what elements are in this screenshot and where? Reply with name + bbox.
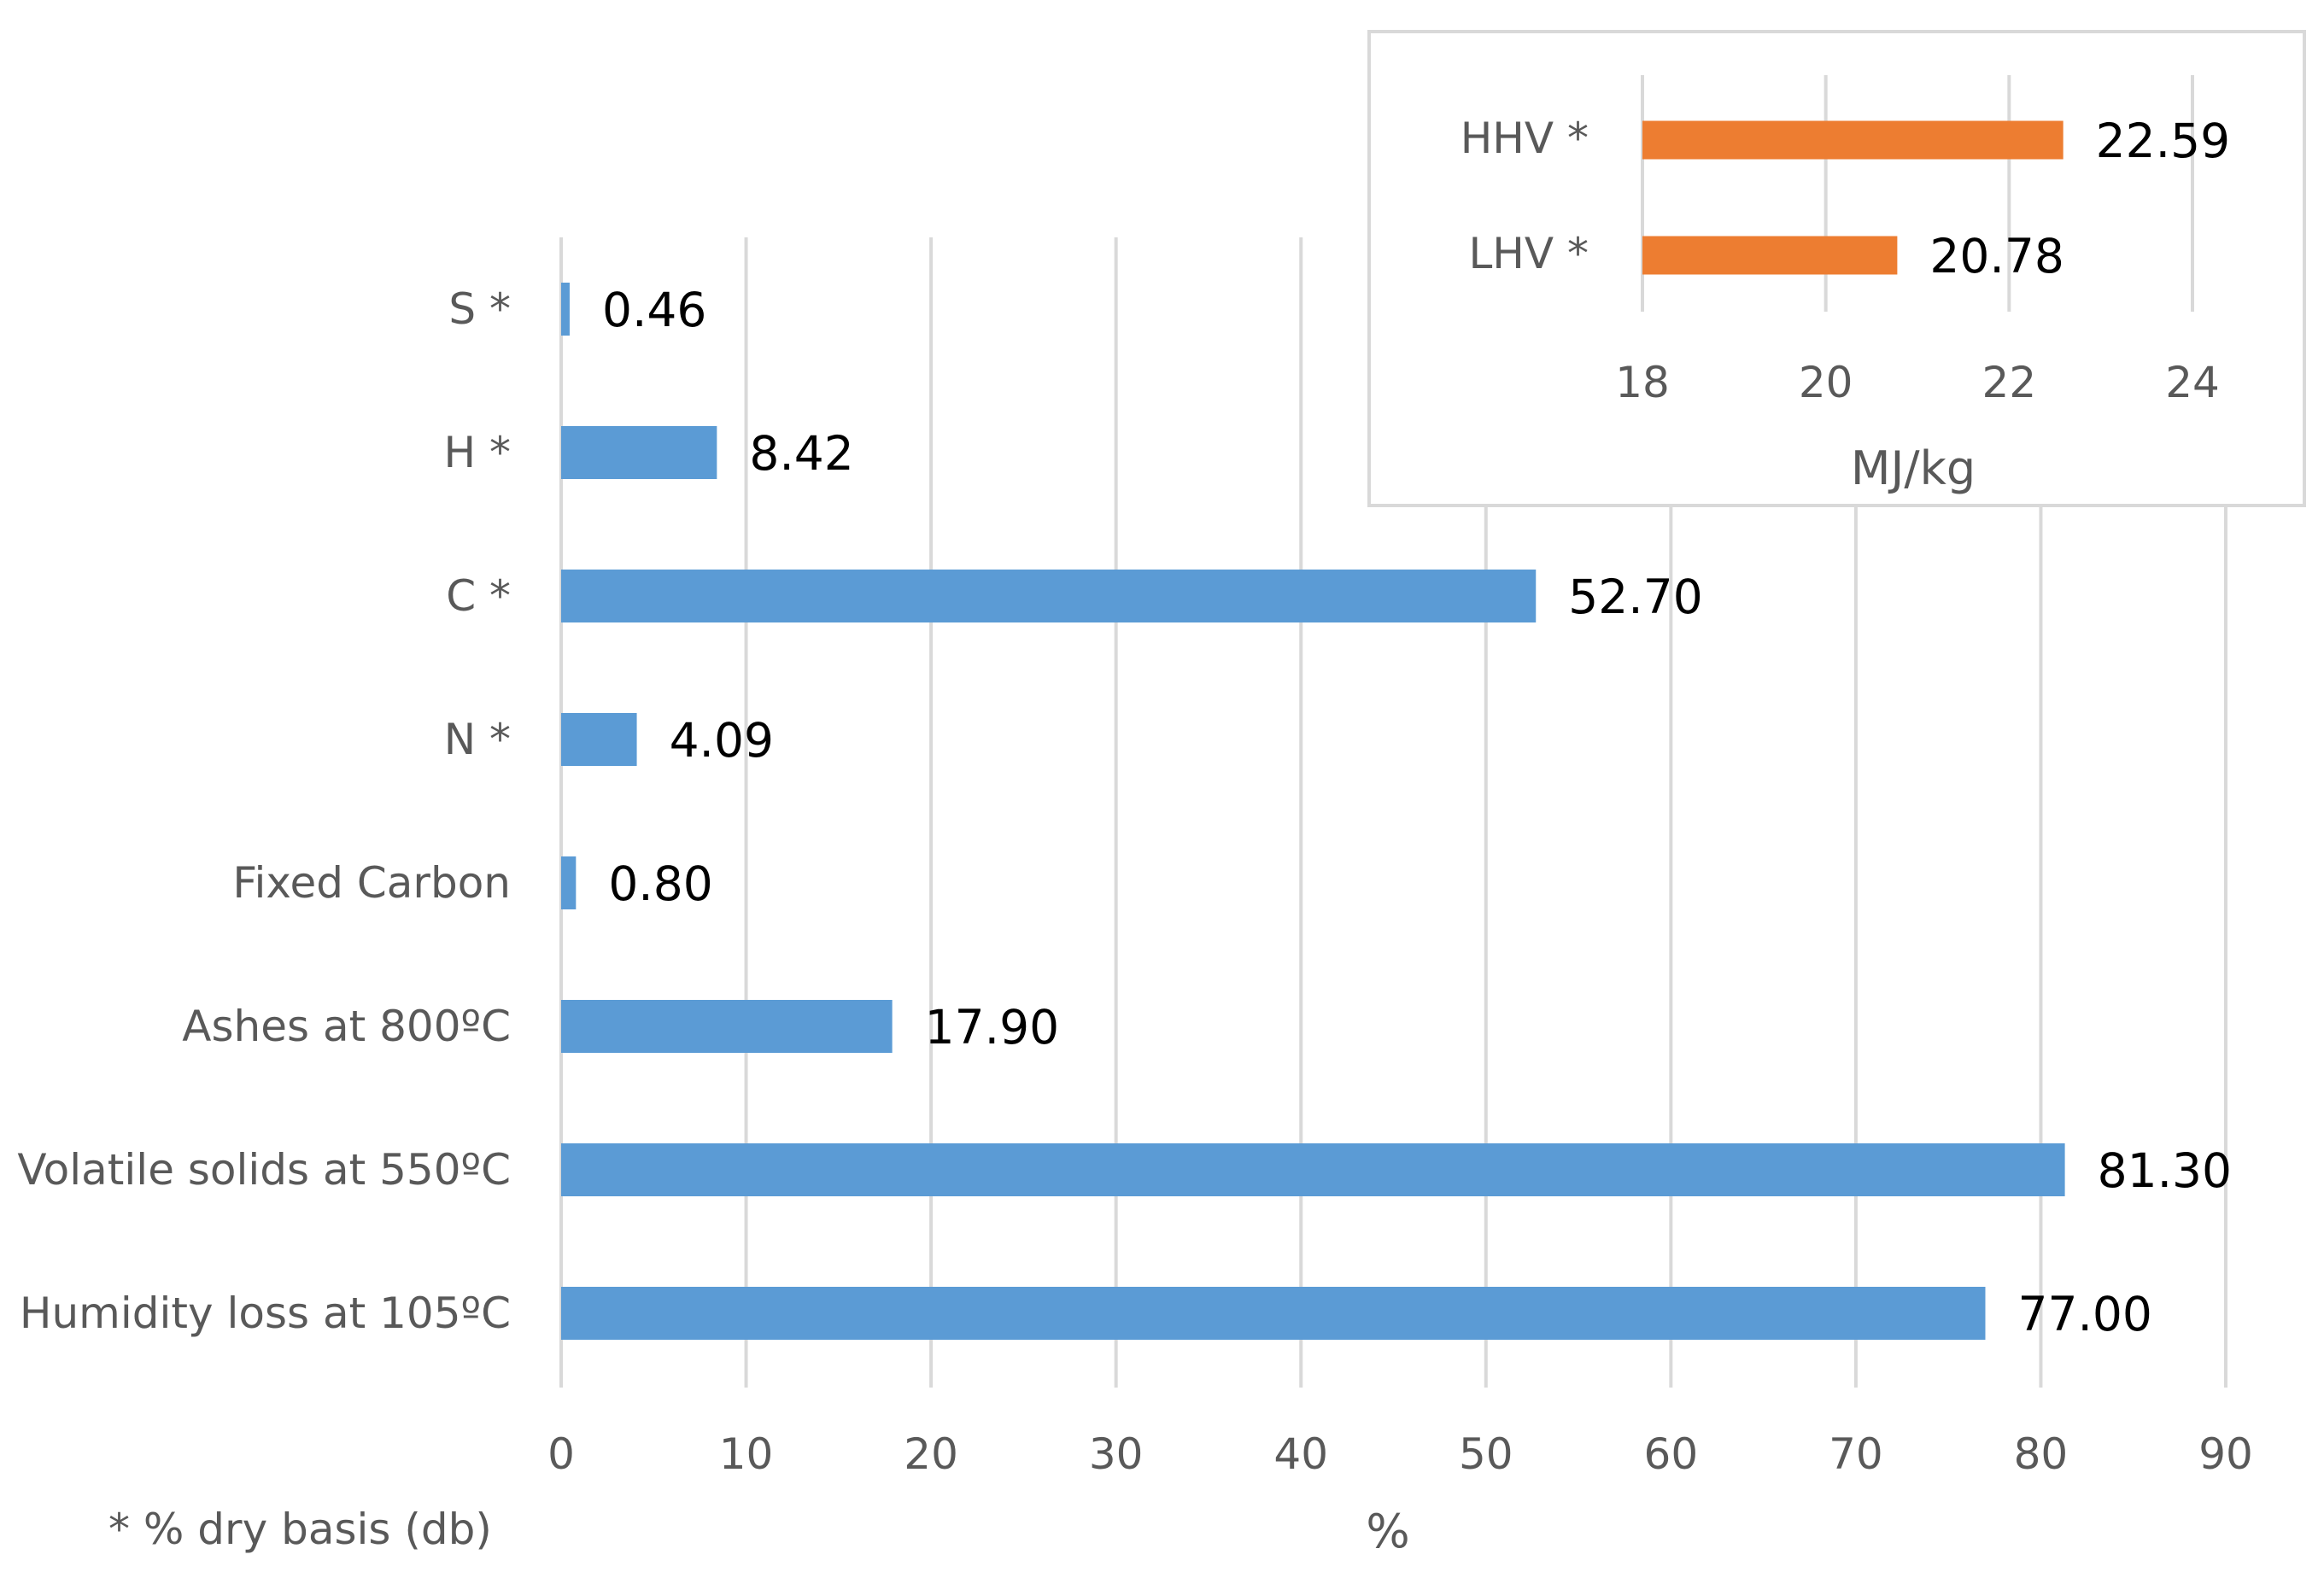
main-tick-label: 40 bbox=[1273, 1429, 1328, 1479]
main-tick-label: 80 bbox=[2014, 1429, 2069, 1479]
inset-bar-chart: HHV * LHV * 22.59 20.78 18 20 22 24 MJ/kg bbox=[1367, 30, 2306, 507]
main-category-label: H * bbox=[444, 428, 512, 477]
inset-data-labels: 22.59 20.78 bbox=[1929, 114, 2230, 283]
inset-tick-label: 22 bbox=[1982, 358, 2037, 407]
main-bar bbox=[561, 1000, 893, 1053]
main-tick-label: 60 bbox=[1644, 1429, 1699, 1479]
main-data-label: 52.70 bbox=[1568, 570, 1702, 624]
inset-category-label: HHV * bbox=[1461, 114, 1589, 163]
inset-tick-labels: 18 20 22 24 bbox=[1615, 358, 2220, 407]
inset-bar bbox=[1642, 236, 1898, 275]
inset-tick-label: 18 bbox=[1615, 358, 1670, 407]
main-tick-label: 90 bbox=[2198, 1429, 2253, 1479]
main-x-axis-title: % bbox=[1366, 1505, 1409, 1558]
inset-bar bbox=[1642, 120, 2064, 160]
inset-data-label: 22.59 bbox=[2096, 114, 2230, 168]
main-bars bbox=[561, 283, 2065, 1340]
main-tick-label: 10 bbox=[719, 1429, 774, 1479]
inset-bars bbox=[1642, 120, 2064, 275]
main-tick-label: 0 bbox=[547, 1429, 575, 1479]
main-tick-label: 20 bbox=[904, 1429, 958, 1479]
main-data-label: 17.90 bbox=[925, 1000, 1059, 1055]
main-data-labels: 0.46 8.42 52.70 4.09 0.80 17.90 81.30 77.00 bbox=[602, 283, 2232, 1341]
inset-tick-label: 24 bbox=[2165, 358, 2220, 407]
main-tick-label: 30 bbox=[1089, 1429, 1144, 1479]
main-category-label: C * bbox=[446, 571, 511, 621]
main-bar bbox=[561, 1143, 2065, 1196]
main-data-label: 8.42 bbox=[749, 426, 853, 481]
main-category-label: Fixed Carbon bbox=[232, 858, 511, 908]
main-data-label: 77.00 bbox=[2017, 1287, 2151, 1341]
inset-tick-label: 20 bbox=[1799, 358, 1853, 407]
main-category-labels: S * H * C * N * Fixed Carbon Ashes at 800ºC Vo… bbox=[17, 284, 511, 1338]
inset-category-label: LHV * bbox=[1468, 229, 1589, 278]
main-bar bbox=[561, 570, 1537, 622]
main-category-label: Volatile solids at 550ºC bbox=[17, 1145, 511, 1195]
main-category-label: N * bbox=[444, 715, 511, 764]
main-bar bbox=[561, 1287, 1986, 1340]
main-bar bbox=[561, 713, 637, 766]
main-tick-labels: 0 10 20 30 40 50 60 70 80 90 bbox=[547, 1429, 2253, 1479]
main-bar bbox=[561, 283, 570, 336]
main-category-label: Humidity loss at 105ºC bbox=[20, 1289, 511, 1338]
main-data-label: 4.09 bbox=[670, 713, 774, 768]
main-data-label: 81.30 bbox=[2098, 1143, 2232, 1198]
inset-x-axis-title: MJ/kg bbox=[1851, 441, 1976, 495]
main-tick-label: 50 bbox=[1459, 1429, 1513, 1479]
main-data-label: 0.46 bbox=[602, 283, 706, 337]
main-data-label: 0.80 bbox=[608, 856, 712, 911]
inset-data-label: 20.78 bbox=[1929, 229, 2064, 283]
main-category-label: S * bbox=[448, 284, 511, 334]
main-bar bbox=[561, 426, 717, 479]
inset-category-labels: HHV * LHV * bbox=[1461, 114, 1589, 278]
main-bar bbox=[561, 856, 577, 909]
main-tick-label: 70 bbox=[1829, 1429, 1883, 1479]
dry-basis-footnote: * % dry basis (db) bbox=[108, 1505, 492, 1554]
main-category-label: Ashes at 800ºC bbox=[182, 1002, 511, 1051]
